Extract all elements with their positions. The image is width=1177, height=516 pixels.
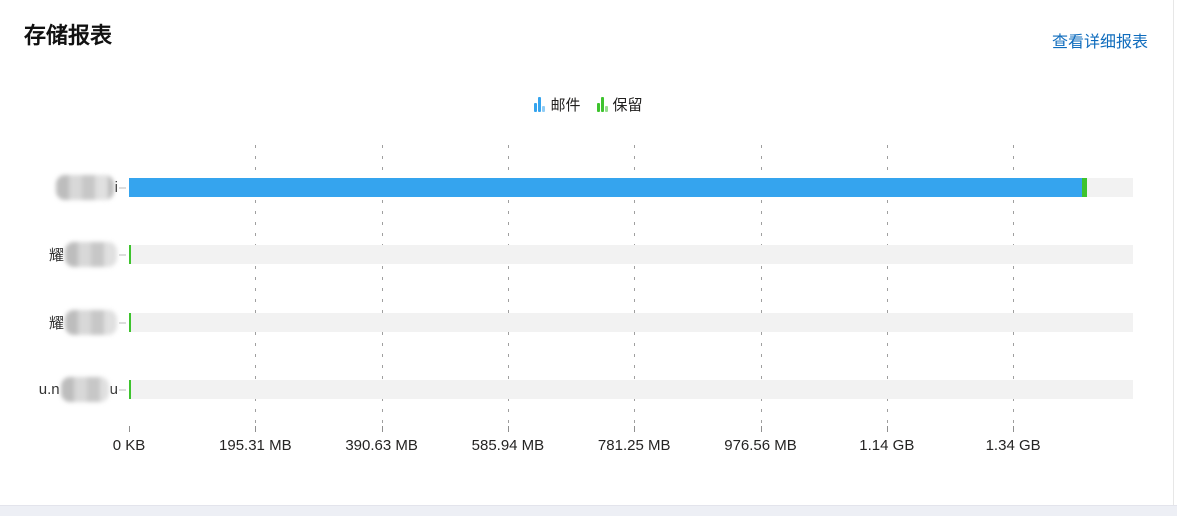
chart-row: i (0, 175, 1177, 200)
legend-item-retention: 保留 (596, 94, 643, 115)
chart-row: 耀 (0, 242, 1177, 267)
axis-tick-mark (634, 426, 636, 432)
mail-bar[interactable] (129, 178, 1082, 197)
axis-labels-layer: 0 KB 195.31 MB 390.63 MB 585.94 MB 781.25 MB… (113, 437, 1133, 457)
row-label: u.n u (22, 377, 118, 402)
page-title: 存储报表 (24, 23, 113, 48)
redacted-label-blob (65, 310, 117, 335)
axis-tick-label: 195.31 MB (219, 437, 292, 454)
tick-marks-layer (129, 426, 1133, 432)
bar-track (129, 380, 1133, 399)
axis-tick-label: 390.63 MB (345, 437, 418, 454)
axis-tick-mark (886, 426, 888, 432)
row-label: 耀 (30, 310, 118, 335)
axis-tick-label: 585.94 MB (471, 437, 545, 454)
retention-bar[interactable] (129, 380, 131, 399)
chart-row: u.n u (0, 377, 1177, 402)
page-background-strip (0, 505, 1177, 516)
row-label: 耀 (30, 242, 118, 267)
axis-tick-label: 0 KB (112, 437, 146, 454)
axis-tick-label: 976.56 MB (724, 437, 797, 454)
bar-track (129, 178, 1133, 197)
card-right-border (1173, 0, 1174, 505)
legend-label-mail: 邮件 (550, 97, 581, 114)
axis-tick-mark (255, 426, 257, 432)
redacted-label-blob (65, 242, 117, 267)
axis-tick-mark (381, 426, 383, 432)
label-connector-dash (119, 187, 126, 189)
redacted-label-blob (60, 377, 109, 402)
axis-tick-label: 781.25 MB (597, 437, 671, 454)
view-detailed-report-link[interactable]: 查看详细报表 (1051, 34, 1148, 51)
axis-tick-mark (1013, 426, 1015, 432)
legend-label-retention: 保留 (612, 97, 643, 114)
row-label: i (30, 175, 118, 200)
bar-track (129, 313, 1133, 332)
bar-chart-icon (534, 97, 546, 112)
chart-legend: 邮件 保留 (0, 94, 1177, 115)
axis-tick-mark (507, 426, 509, 432)
label-connector-dash (119, 389, 126, 391)
redacted-label-blob (55, 175, 114, 200)
retention-bar[interactable] (129, 313, 131, 332)
legend-item-mail: 邮件 (534, 94, 581, 115)
axis-tick-label: 1.14 GB (859, 437, 915, 454)
axis-tick-label: 1.34 GB (985, 437, 1041, 454)
label-connector-dash (119, 254, 126, 256)
axis-tick-mark (760, 426, 762, 432)
axis-tick-mark (129, 426, 130, 432)
bar-chart-icon (596, 97, 608, 112)
bar-track (129, 245, 1133, 264)
retention-bar[interactable] (1081, 178, 1087, 197)
label-connector-dash (119, 322, 126, 324)
retention-bar[interactable] (129, 245, 131, 264)
chart-row: 耀 (0, 310, 1177, 335)
